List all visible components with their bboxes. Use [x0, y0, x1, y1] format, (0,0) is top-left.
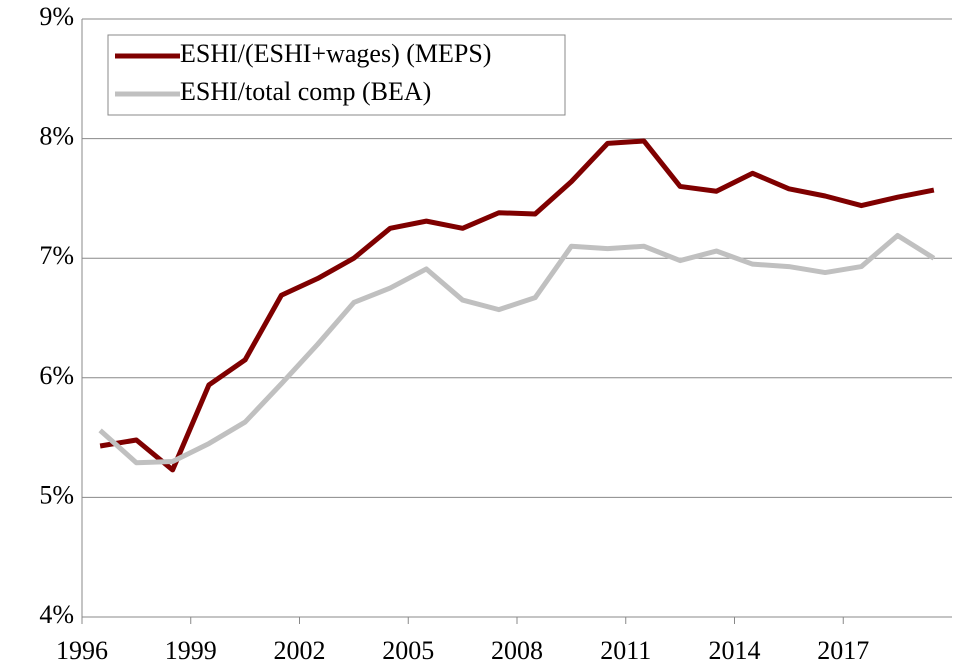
legend-label: ESHI/(ESHI+wages) (MEPS): [180, 39, 491, 68]
legend-box: [107, 34, 566, 116]
y-tick-label: 6%: [39, 361, 74, 390]
x-tick-label: 2011: [600, 636, 651, 665]
x-tick-label: 1999: [165, 636, 217, 665]
x-tick-label: 2014: [709, 636, 761, 665]
x-tick-label: 2002: [274, 636, 326, 665]
x-tick-label: 2005: [382, 636, 434, 665]
y-tick-label: 5%: [39, 480, 74, 509]
y-tick-label: 4%: [39, 600, 74, 629]
x-tick-label: 1996: [56, 636, 108, 665]
y-tick-label: 9%: [39, 2, 74, 31]
x-tick-label: 2017: [817, 636, 869, 665]
x-tick-label: 2008: [491, 636, 543, 665]
y-tick-label: 7%: [39, 241, 74, 270]
y-tick-label: 8%: [39, 122, 74, 151]
series-line: [99, 138, 935, 473]
series-line: [98, 232, 936, 466]
legend-label: ESHI/total comp (BEA): [180, 77, 431, 106]
